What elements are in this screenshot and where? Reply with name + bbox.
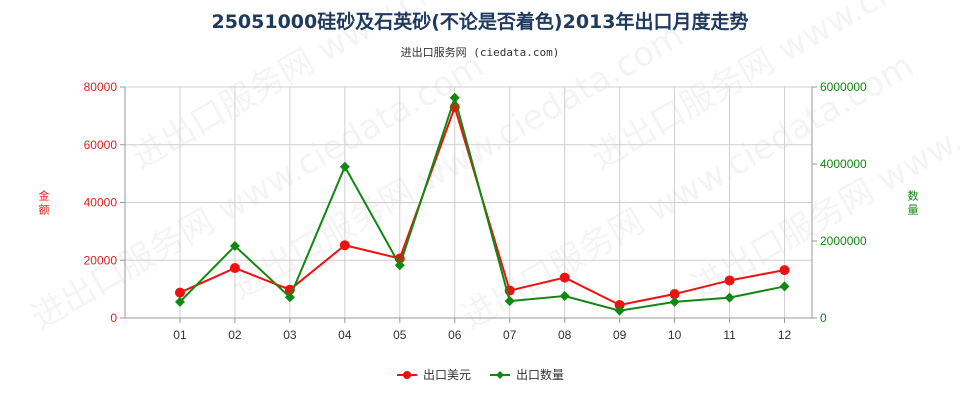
- data-point: [339, 240, 350, 251]
- data-point: [559, 291, 570, 302]
- x-tick-label: 10: [668, 328, 682, 342]
- x-tick-label: 04: [338, 328, 352, 342]
- chart-title: 25051000硅砂及石英砂(不论是否着色)2013年出口月度走势: [211, 10, 748, 33]
- legend-label: 出口美元: [423, 368, 471, 382]
- left-axis-ticks: 0 20000 40000 60000 80000: [84, 80, 125, 325]
- x-tick-label: 02: [228, 328, 242, 342]
- legend-marker: [403, 371, 411, 379]
- x-tick-label: 11: [723, 328, 736, 342]
- data-point: [394, 260, 405, 271]
- data-point: [229, 263, 240, 274]
- legend-item: 出口美元: [397, 368, 471, 382]
- x-tick-label: 08: [558, 328, 572, 342]
- legend: 出口美元 出口数量: [397, 367, 564, 382]
- right-tick-label: 2000000: [820, 234, 867, 248]
- left-tick-label: 20000: [84, 253, 118, 267]
- series-quantity: [174, 92, 790, 316]
- left-tick-label: 60000: [84, 138, 118, 152]
- data-point: [504, 296, 515, 307]
- left-tick-label: 80000: [84, 80, 118, 94]
- legend-item: 出口数量: [490, 367, 564, 382]
- right-axis-title: 数量: [908, 190, 919, 217]
- chart-subtitle: 进出口服务网 (ciedata.com): [401, 45, 560, 59]
- x-tick-label: 07: [503, 328, 517, 342]
- x-tick-label: 01: [173, 328, 187, 342]
- x-tick-label: 03: [283, 328, 297, 342]
- x-tick-label: 06: [448, 328, 462, 342]
- data-point: [284, 292, 295, 303]
- legend-label: 出口数量: [516, 367, 564, 382]
- data-point: [779, 281, 790, 292]
- data-point: [614, 305, 625, 316]
- data-point: [559, 272, 570, 283]
- x-axis-ticks: 01 02 03 04 05 06 07 08 09 10 11 12: [173, 318, 792, 342]
- data-point: [724, 275, 735, 286]
- right-tick-label: 6000000: [820, 80, 867, 94]
- data-point: [174, 287, 185, 298]
- data-point: [449, 92, 460, 103]
- data-point: [724, 292, 735, 303]
- data-point: [229, 241, 240, 252]
- data-point: [669, 296, 680, 307]
- series-layer: [174, 92, 790, 316]
- x-tick-label: 12: [778, 328, 792, 342]
- data-point: [779, 265, 790, 276]
- legend-marker: [496, 371, 504, 379]
- left-tick-label: 40000: [84, 196, 118, 210]
- right-tick-label: 4000000: [820, 157, 867, 171]
- right-tick-label: 0: [820, 311, 827, 325]
- left-tick-label: 0: [110, 311, 117, 325]
- data-point: [669, 289, 680, 300]
- x-tick-label: 09: [613, 328, 627, 342]
- series-line: [179, 94, 785, 312]
- data-point: [339, 161, 350, 172]
- left-axis-title: 金额: [39, 189, 50, 217]
- x-tick-label: 05: [393, 328, 407, 342]
- data-point: [614, 300, 625, 311]
- data-point: [174, 296, 185, 307]
- right-axis-ticks: 0 2000000 4000000 6000000: [812, 80, 867, 325]
